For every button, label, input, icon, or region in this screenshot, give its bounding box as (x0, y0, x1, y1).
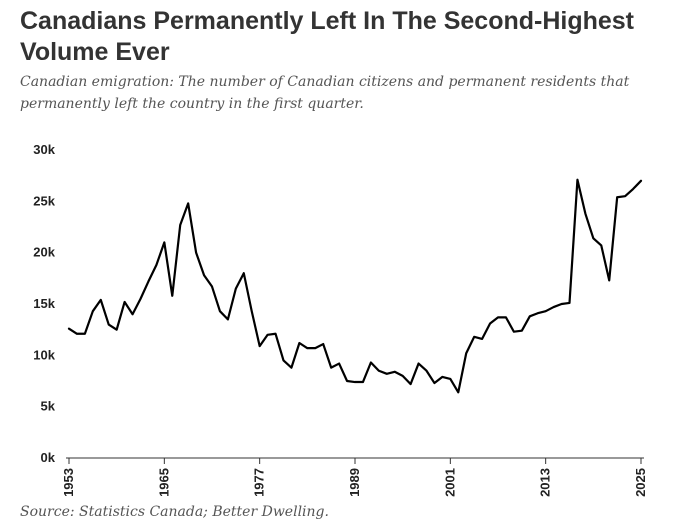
chart-title: Canadians Permanently Left In The Second… (20, 7, 635, 66)
y-tick-label: 15k (33, 296, 55, 311)
y-tick-label: 30k (33, 142, 55, 157)
y-tick-label: 10k (33, 347, 55, 362)
source-note: Source: Statistics Canada; Better Dwelli… (20, 504, 329, 520)
y-tick-label: 0k (41, 450, 56, 465)
x-axis: 1953 1965 1977 1989 2001 2013 2025 (61, 457, 648, 497)
x-tick-label: 1977 (252, 468, 267, 497)
y-tick-label: 20k (33, 245, 55, 260)
y-axis: 0k 5k 10k 15k 20k 25k 30k (33, 142, 55, 465)
x-tick-label: 2013 (538, 468, 553, 497)
x-tick-label: 1965 (156, 468, 171, 497)
x-tick-label: 1953 (61, 468, 76, 497)
x-tick-label: 1989 (347, 468, 362, 497)
y-tick-label: 5k (41, 399, 56, 414)
chart-subtitle: Canadian emigration: The number of Canad… (20, 74, 630, 112)
x-tick-label: 2001 (442, 468, 457, 497)
y-tick-label: 25k (33, 193, 55, 208)
emigration-series-line (67, 178, 643, 394)
x-tick-label: 2025 (633, 468, 648, 497)
